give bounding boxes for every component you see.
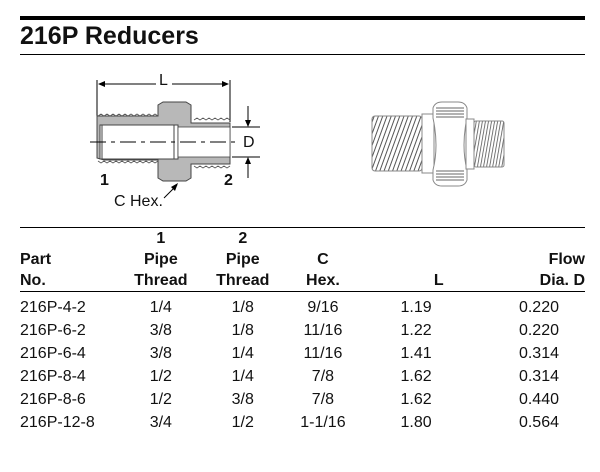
pipe-thread-1-cell: 1/2 <box>149 390 172 408</box>
hex-cell: 11/16 <box>303 344 343 362</box>
table-row: 216P-8-4 1/2 1/4 7/8 1.62 0.314 <box>20 365 585 388</box>
header-cell: 1 <box>156 230 166 247</box>
length-cell: 1.62 <box>400 367 432 385</box>
pipe-thread-2-cell: 1/8 <box>231 321 254 339</box>
flow-diameter-cell: 0.220 <box>518 321 559 339</box>
table-row: 216P-6-4 3/8 1/4 11/16 1.41 0.314 <box>20 342 585 365</box>
part-number-cell: 216P-6-2 <box>20 321 86 339</box>
pipe-thread-1-cell: 1/4 <box>149 298 172 316</box>
part-number-cell: 216P-6-4 <box>20 344 86 362</box>
table-row: 216P-12-8 3/4 1/2 1-1/16 1.80 0.564 <box>20 411 585 434</box>
header-cell: Thread <box>216 272 270 289</box>
length-cell: 1.41 <box>400 344 432 362</box>
table-header-row: No. Thread Thread Hex. L Dia. D <box>20 270 585 292</box>
header-cell: L <box>433 272 444 289</box>
length-cell: 1.80 <box>400 413 432 431</box>
pipe-thread-2-cell: 1/8 <box>231 298 254 316</box>
hex-cell: 1-1/16 <box>300 413 346 431</box>
flow-diameter-cell: 0.440 <box>518 390 559 408</box>
length-cell: 1.62 <box>400 390 432 408</box>
header-cell: Pipe <box>143 251 178 268</box>
title-top-rule <box>20 16 585 20</box>
reducer-product-illustration <box>340 80 550 200</box>
header-cell <box>444 228 585 250</box>
part-number-cell: 216P-8-6 <box>20 390 86 408</box>
header-cell: Part <box>20 251 52 268</box>
length-cell: 1.22 <box>400 321 432 339</box>
flow-diameter-cell: 0.564 <box>518 413 559 431</box>
cross-section-drawing-icon <box>90 80 260 199</box>
pipe-thread-2-cell: 1/4 <box>231 344 254 362</box>
header-cell: C <box>317 251 329 268</box>
header-cell <box>285 228 360 250</box>
part-number-cell: 216P-8-4 <box>20 367 86 385</box>
hex-cell: 7/8 <box>311 390 335 408</box>
header-cell: Thread <box>134 272 188 289</box>
header-cell <box>360 228 443 250</box>
pipe-thread-1-cell: 1/2 <box>149 367 172 385</box>
flow-diameter-cell: 0.314 <box>518 344 559 362</box>
table-row: 216P-6-2 3/8 1/8 11/16 1.22 0.220 <box>20 319 585 342</box>
pipe-thread-1-cell: 3/8 <box>149 344 172 362</box>
hex-cell: 11/16 <box>303 321 343 339</box>
title-bottom-rule <box>20 54 585 55</box>
reducer-specs-table: 1 2 Part Pipe Pipe C Flow No. Thread Thr… <box>20 227 585 434</box>
header-cell <box>20 228 122 250</box>
length-cell: 1.19 <box>400 298 432 316</box>
header-cell: Hex. <box>306 272 340 289</box>
header-cell: No. <box>20 272 46 289</box>
flow-diameter-cell: 0.220 <box>518 298 559 316</box>
part-number-cell: 216P-4-2 <box>20 298 86 316</box>
end-2-label: 2 <box>224 172 233 189</box>
pipe-thread-2-cell: 1/4 <box>231 367 254 385</box>
reducer-cross-section-diagram: L D 1 2 C Hex. <box>60 60 280 220</box>
pipe-thread-1-cell: 3/8 <box>149 321 172 339</box>
table-row: 216P-8-6 1/2 3/8 7/8 1.62 0.440 <box>20 388 585 411</box>
hex-cell: 7/8 <box>311 367 335 385</box>
table-header-row: Part Pipe Pipe C Flow <box>20 249 585 270</box>
header-cell <box>360 249 443 270</box>
pipe-thread-2-cell: 3/8 <box>231 390 254 408</box>
table-row: 216P-4-2 1/4 1/8 9/16 1.19 0.220 <box>20 292 585 320</box>
reducer-fitting-icon <box>371 101 505 187</box>
flow-diameter-label: D <box>243 134 255 151</box>
hex-cell: 9/16 <box>307 298 339 316</box>
pipe-thread-1-cell: 3/4 <box>149 413 172 431</box>
header-cell: Pipe <box>225 251 260 268</box>
length-label: L <box>159 72 168 89</box>
page-title: 216P Reducers <box>20 22 199 50</box>
end-1-label: 1 <box>100 172 109 189</box>
hex-label: C Hex. <box>114 193 163 210</box>
part-number-cell: 216P-12-8 <box>20 413 95 431</box>
header-cell: Dia. D <box>539 272 585 289</box>
flow-diameter-cell: 0.314 <box>518 367 559 385</box>
header-cell: 2 <box>238 230 248 247</box>
header-cell: Flow <box>548 251 585 268</box>
table-header-row: 1 2 <box>20 228 585 250</box>
pipe-thread-2-cell: 1/2 <box>231 413 254 431</box>
